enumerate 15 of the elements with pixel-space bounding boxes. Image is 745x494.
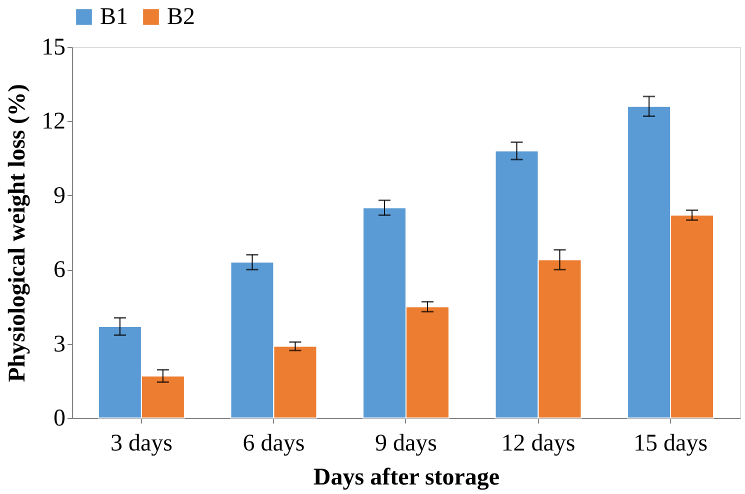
- y-tick-label: 12: [42, 108, 66, 135]
- x-tick-label: 6 days: [242, 430, 305, 456]
- legend-label: B2: [167, 4, 196, 30]
- y-tick-label: 9: [54, 182, 66, 209]
- x-tick-label: 3 days: [110, 430, 172, 456]
- y-tick-label: 0: [54, 406, 66, 432]
- legend-label: B1: [100, 4, 128, 30]
- x-tick-label: 15 days: [634, 430, 708, 456]
- y-tick-label: 3: [54, 331, 66, 358]
- x-axis-title: Days after storage: [313, 464, 500, 490]
- y-axis-title: Physiological weight loss (%): [4, 84, 30, 382]
- y-tick-label: 6: [54, 257, 66, 284]
- x-tick-label: 12 days: [501, 430, 576, 456]
- y-tick-label: 15: [42, 34, 66, 60]
- x-tick-label: 9 days: [375, 430, 437, 456]
